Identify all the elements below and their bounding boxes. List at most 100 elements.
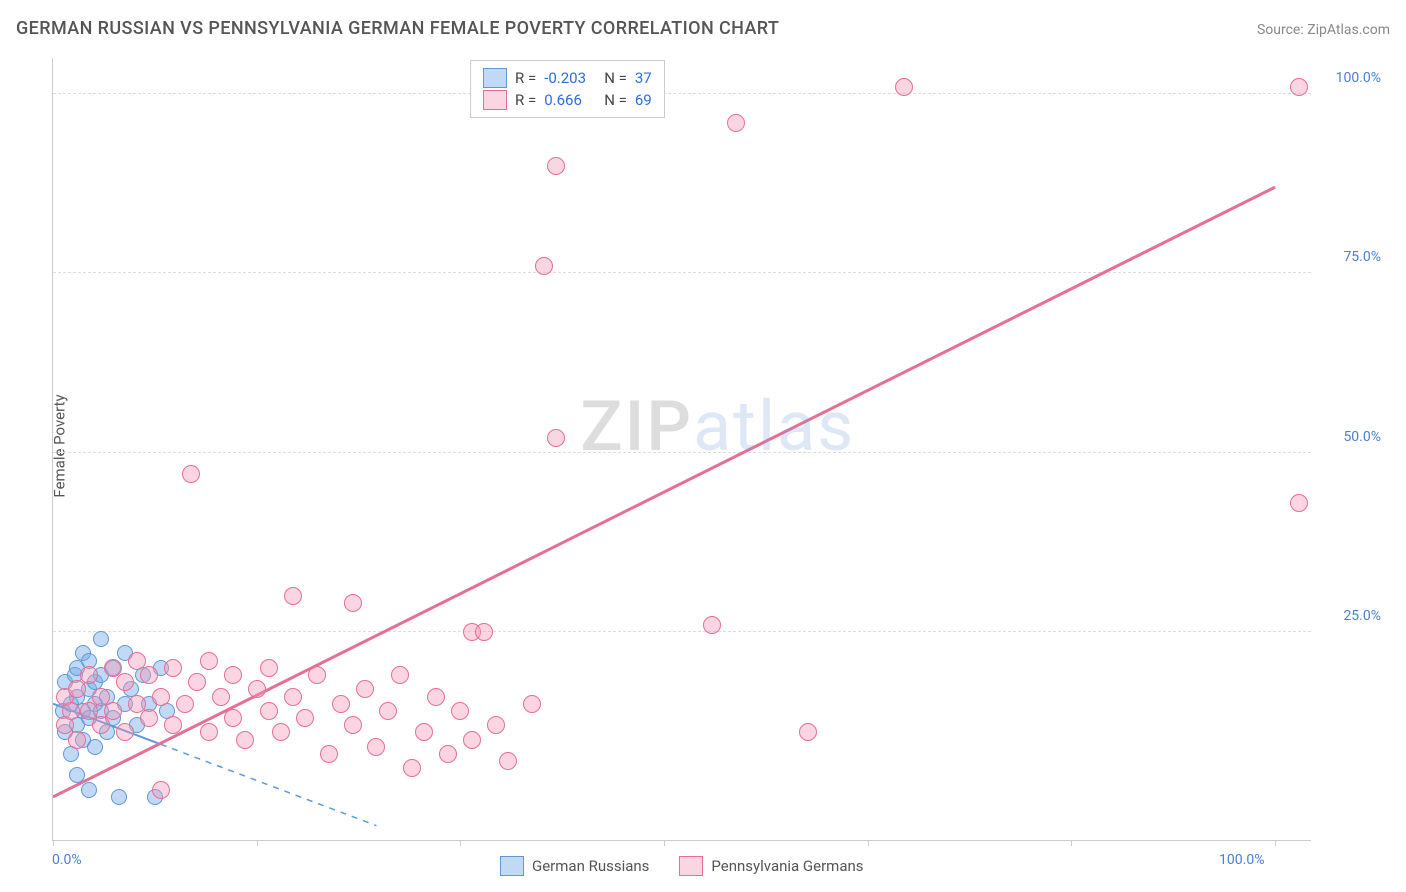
- data-point: [463, 731, 481, 749]
- trend-line-solid: [53, 187, 1275, 797]
- data-point: [895, 78, 913, 96]
- data-point: [87, 739, 103, 755]
- gridline: [53, 93, 1311, 94]
- data-point: [535, 257, 553, 275]
- source-label: Source: ZipAtlas.com: [1257, 22, 1390, 38]
- data-point: [547, 157, 565, 175]
- legend-item: German Russians: [500, 856, 649, 876]
- data-point: [523, 695, 541, 713]
- data-point: [427, 688, 445, 706]
- data-point: [1290, 78, 1308, 96]
- data-point: [81, 782, 97, 798]
- correlation-legend: R = -0.203 N = 37 R = 0.666 N = 69: [470, 60, 665, 118]
- data-point: [403, 759, 421, 777]
- data-point: [236, 731, 254, 749]
- x-tick-label: 100.0%: [1219, 852, 1264, 868]
- r-value: 0.666: [544, 89, 596, 111]
- data-point: [475, 623, 493, 641]
- data-point: [1290, 494, 1308, 512]
- data-point: [140, 666, 158, 684]
- data-point: [344, 716, 362, 734]
- data-point: [164, 659, 182, 677]
- legend-swatch: [483, 68, 507, 88]
- data-point: [260, 702, 278, 720]
- data-point: [188, 673, 206, 691]
- data-point: [182, 465, 200, 483]
- data-point: [415, 723, 433, 741]
- data-point: [212, 688, 230, 706]
- data-point: [439, 745, 457, 763]
- data-point: [140, 709, 158, 727]
- data-point: [272, 723, 290, 741]
- legend-item: Pennsylvania Germans: [679, 856, 863, 876]
- y-tick-label: 75.0%: [1321, 249, 1381, 265]
- n-label: N =: [604, 89, 627, 111]
- y-tick-label: 100.0%: [1321, 70, 1381, 86]
- data-point: [104, 702, 122, 720]
- scatter-plot: 25.0%50.0%75.0%100.0%: [52, 58, 1311, 841]
- data-point: [356, 680, 374, 698]
- r-label: R =: [515, 89, 536, 111]
- data-point: [200, 652, 218, 670]
- x-tick-mark: [664, 840, 665, 846]
- legend-swatch: [679, 856, 703, 876]
- data-point: [391, 666, 409, 684]
- data-point: [308, 666, 326, 684]
- data-point: [284, 688, 302, 706]
- title-bar: GERMAN RUSSIAN VS PENNSYLVANIA GERMAN FE…: [16, 18, 1390, 39]
- data-point: [116, 723, 134, 741]
- legend-label: German Russians: [532, 857, 649, 875]
- data-point: [332, 695, 350, 713]
- data-point: [224, 709, 242, 727]
- data-point: [703, 616, 721, 634]
- data-point: [152, 781, 170, 799]
- legend-label: Pennsylvania Germans: [711, 857, 863, 875]
- r-value: -0.203: [544, 67, 596, 89]
- gridline: [53, 631, 1311, 632]
- r-label: R =: [515, 67, 536, 89]
- data-point: [224, 666, 242, 684]
- data-point: [93, 631, 109, 647]
- data-point: [727, 114, 745, 132]
- n-label: N =: [604, 67, 627, 89]
- x-tick-mark: [1275, 840, 1276, 846]
- data-point: [260, 659, 278, 677]
- x-tick-mark: [1071, 840, 1072, 846]
- x-tick-mark: [257, 840, 258, 846]
- data-point: [152, 688, 170, 706]
- legend-row: R = -0.203 N = 37: [483, 67, 652, 89]
- legend-swatch: [500, 856, 524, 876]
- gridline: [53, 452, 1311, 453]
- series-legend: German Russians Pennsylvania Germans: [500, 856, 864, 876]
- x-tick-mark: [53, 840, 54, 846]
- trend-lines: [53, 58, 1311, 840]
- trend-line-dashed: [161, 744, 377, 825]
- data-point: [367, 738, 385, 756]
- data-point: [248, 680, 266, 698]
- x-tick-mark: [460, 840, 461, 846]
- data-point: [62, 702, 80, 720]
- data-point: [451, 702, 469, 720]
- data-point: [68, 731, 86, 749]
- data-point: [116, 673, 134, 691]
- data-point: [379, 702, 397, 720]
- data-point: [176, 695, 194, 713]
- legend-row: R = 0.666 N = 69: [483, 89, 652, 111]
- data-point: [320, 745, 338, 763]
- y-tick-label: 50.0%: [1321, 429, 1381, 445]
- data-point: [799, 723, 817, 741]
- n-value: 37: [635, 67, 652, 89]
- data-point: [69, 767, 85, 783]
- data-point: [296, 709, 314, 727]
- n-value: 69: [635, 89, 652, 111]
- data-point: [92, 716, 110, 734]
- x-tick-mark: [868, 840, 869, 846]
- x-tick-label: 0.0%: [52, 852, 82, 868]
- data-point: [111, 789, 127, 805]
- y-tick-label: 25.0%: [1321, 608, 1381, 624]
- data-point: [499, 752, 517, 770]
- data-point: [200, 723, 218, 741]
- data-point: [344, 594, 362, 612]
- chart-title: GERMAN RUSSIAN VS PENNSYLVANIA GERMAN FE…: [16, 18, 779, 39]
- data-point: [164, 716, 182, 734]
